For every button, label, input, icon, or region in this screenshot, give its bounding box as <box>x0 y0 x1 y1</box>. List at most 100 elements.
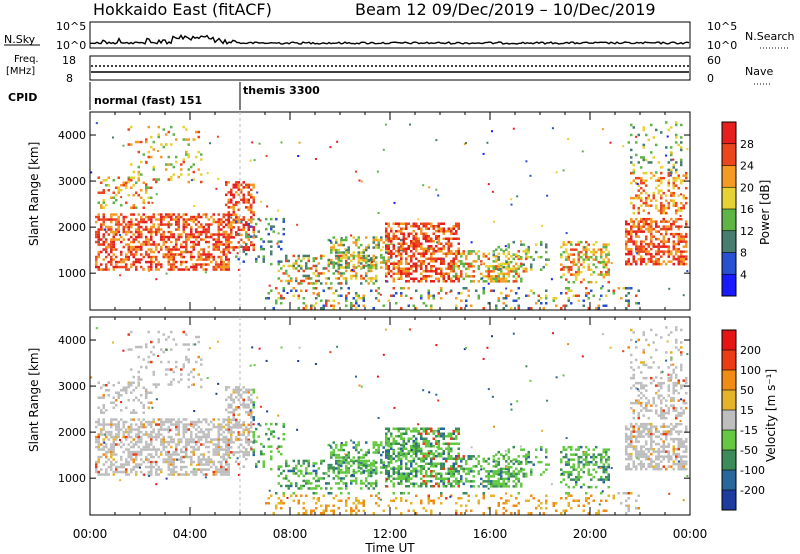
power-cell <box>320 299 323 302</box>
power-cell <box>150 248 153 251</box>
power-cell <box>462 262 465 266</box>
power-cell <box>397 265 400 268</box>
velocity-cell <box>182 365 185 369</box>
power-cell <box>582 304 585 307</box>
velocity-cell <box>377 446 380 449</box>
velocity-cell <box>182 465 185 469</box>
velocity-cell <box>177 458 180 461</box>
power-cell <box>495 277 498 281</box>
velocity-cell <box>207 435 210 439</box>
velocity-cell <box>220 465 223 469</box>
power-cell <box>422 255 425 258</box>
power-cell <box>267 292 270 295</box>
power-cell <box>435 188 438 191</box>
velocity-cell <box>310 482 313 485</box>
power-cell <box>380 238 383 242</box>
velocity-cell <box>335 474 338 478</box>
velocity-cell <box>337 448 340 452</box>
power-cell <box>130 213 133 216</box>
velocity-cell <box>112 418 115 421</box>
power-cell <box>297 264 300 268</box>
power-cell <box>357 304 360 307</box>
power-cell <box>247 238 250 242</box>
power-cell <box>352 256 355 259</box>
power-cell <box>207 255 210 259</box>
power-cell <box>675 176 678 180</box>
power-cell <box>262 260 265 263</box>
velocity-cell <box>147 470 150 474</box>
power-cell <box>102 199 105 202</box>
power-cell <box>685 174 688 177</box>
velocity-cell <box>285 477 288 480</box>
velocity-cell <box>440 467 443 470</box>
power-cell <box>672 191 675 195</box>
power-cell <box>425 247 428 250</box>
velocity-cell <box>132 460 135 464</box>
velocity-cell <box>240 403 243 407</box>
velocity-cell <box>230 446 233 449</box>
power-cell <box>255 257 258 261</box>
velocity-cell <box>390 467 393 470</box>
power-cell <box>150 196 153 199</box>
power-cell <box>337 263 340 267</box>
power-cell <box>327 261 330 264</box>
power-cell <box>367 258 370 262</box>
power-cell <box>112 230 115 234</box>
power-cell <box>662 209 665 212</box>
power-cell <box>457 277 460 280</box>
power-cell <box>352 269 355 273</box>
power-cell <box>452 280 455 283</box>
velocity-cell <box>247 391 250 394</box>
power-cell <box>137 213 140 216</box>
velocity-cell <box>97 470 100 474</box>
power-cell <box>125 186 128 189</box>
power-cell <box>630 161 633 164</box>
power-cell <box>345 304 348 307</box>
power-cell <box>598 298 601 301</box>
velocity-cell <box>152 460 155 464</box>
velocity-cell <box>332 466 335 469</box>
velocity-cell <box>392 440 395 443</box>
velocity-cell <box>190 433 193 436</box>
power-cell <box>670 158 673 162</box>
velocity-cell <box>480 477 483 481</box>
power-cell <box>162 235 165 239</box>
velocity-cell <box>217 468 220 471</box>
power-cell <box>630 237 633 241</box>
colorbar-tick-label: 12 <box>740 225 754 238</box>
power-cell <box>585 253 588 256</box>
power-cell <box>602 260 605 264</box>
power-cell <box>422 277 425 280</box>
velocity-cell <box>135 470 138 474</box>
velocity-cell <box>342 456 345 459</box>
power-cell <box>427 240 430 243</box>
velocity-cell <box>160 470 163 474</box>
power-cell <box>212 238 215 241</box>
velocity-cell <box>225 458 228 461</box>
velocity-cell <box>140 448 143 451</box>
velocity-cell <box>235 436 238 439</box>
power-cell <box>652 220 655 223</box>
power-cell <box>637 227 640 231</box>
power-cell <box>405 267 408 270</box>
power-cell <box>200 158 203 161</box>
velocity-cell <box>112 470 115 474</box>
nsearch-tick-top: 10^5 <box>707 20 737 33</box>
power-cell <box>107 225 110 229</box>
velocity-cell <box>227 470 230 474</box>
power-cell <box>392 247 395 250</box>
power-cell <box>292 294 295 297</box>
power-cell <box>210 235 213 239</box>
power-cell <box>312 282 315 285</box>
velocity-cell <box>217 443 220 446</box>
velocity-cell <box>255 440 258 443</box>
power-cell <box>230 206 233 209</box>
velocity-cell <box>425 437 428 440</box>
power-cell <box>220 260 223 264</box>
power-cell <box>190 218 193 221</box>
power-cell <box>125 215 128 219</box>
power-cell <box>217 218 220 221</box>
velocity-cell <box>277 482 280 485</box>
velocity-cell <box>140 430 143 434</box>
velocity-cell <box>230 438 233 442</box>
